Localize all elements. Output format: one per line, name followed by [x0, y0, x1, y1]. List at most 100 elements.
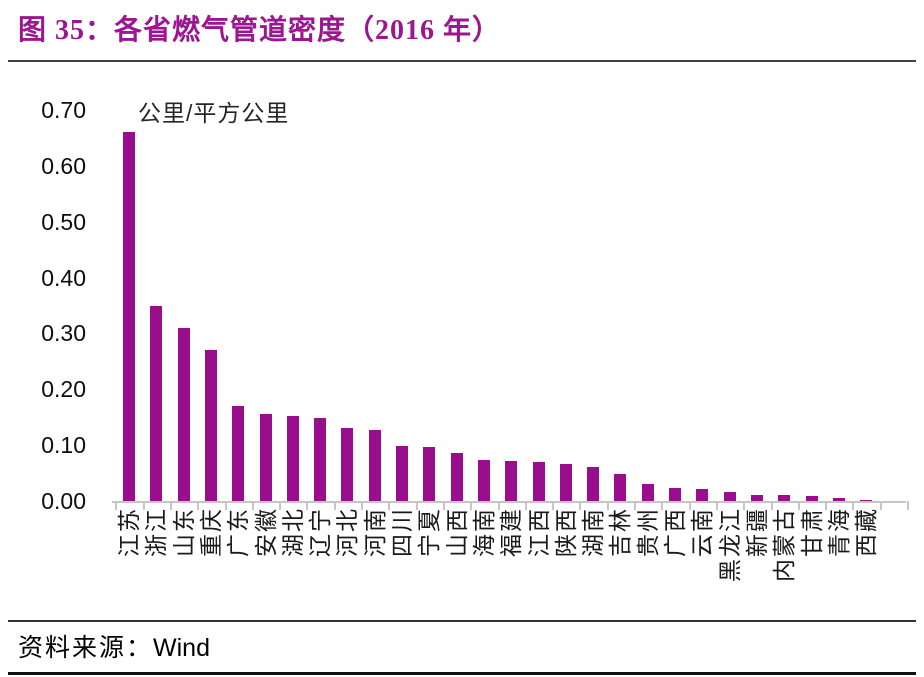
x-axis-tick: [142, 501, 145, 510]
x-axis-tick: [306, 501, 309, 510]
bar-湖南: [587, 467, 600, 501]
x-axis-label-云南: 云南: [689, 507, 716, 557]
bar-宁夏: [423, 447, 436, 501]
bar-黑龙江: [723, 492, 736, 501]
x-axis-label-青海: 青海: [825, 507, 852, 557]
bar-辽宁: [314, 418, 327, 501]
x-axis-label-江西: 江西: [525, 507, 552, 557]
x-axis-tick: [552, 501, 555, 510]
x-axis-tick: [907, 501, 910, 510]
x-axis-tick: [470, 501, 473, 510]
y-axis-tick-label: 0.50: [41, 208, 86, 235]
x-axis-label-重庆: 重庆: [197, 507, 224, 557]
x-axis-tick: [333, 501, 336, 510]
x-axis-tick: [442, 501, 445, 510]
figure-title: 图 35：各省燃气管道密度（2016 年）: [18, 15, 502, 46]
bar-吉林: [614, 474, 627, 501]
x-axis-tick: [852, 501, 855, 510]
x-axis-tick: [497, 501, 500, 510]
x-axis-tick: [115, 501, 118, 510]
x-axis-tick: [770, 501, 773, 510]
x-axis-tick: [415, 501, 418, 510]
source-note: 资料来源：Wind: [18, 628, 210, 664]
bar-广东: [232, 406, 245, 501]
x-axis-tick: [634, 501, 637, 510]
x-axis-line: [112, 501, 906, 503]
x-axis-label-江苏: 江苏: [116, 507, 142, 557]
bar-青海: [832, 498, 845, 501]
x-axis-tick: [197, 501, 200, 510]
bar-福建: [505, 461, 518, 501]
bar-甘肃: [805, 496, 818, 501]
bar-河南: [368, 430, 381, 501]
x-axis-tick: [606, 501, 609, 510]
y-axis-tick-label: 0.40: [41, 264, 86, 291]
x-axis-tick: [688, 501, 691, 510]
x-axis-label-黑龙江: 黑龙江: [716, 507, 743, 582]
x-axis-label-湖南: 湖南: [580, 507, 607, 557]
x-axis-label-河南: 河南: [361, 507, 388, 557]
bar-内蒙古: [778, 495, 791, 501]
y-axis-unit-label: 公里/平方公里: [138, 100, 290, 126]
source-value: Wind: [153, 634, 210, 662]
bar-新疆: [750, 495, 763, 501]
y-axis-tick-label: 0.00: [41, 488, 86, 514]
x-axis-label-吉林: 吉林: [607, 507, 634, 557]
x-axis-label-宁夏: 宁夏: [416, 507, 443, 557]
y-axis-tick-label: 0.10: [41, 432, 86, 459]
x-axis-label-内蒙古: 内蒙古: [771, 507, 798, 582]
source-label: 资料来源：: [18, 635, 154, 662]
x-axis-label-山西: 山西: [443, 507, 470, 557]
x-axis-label-海南: 海南: [470, 507, 497, 557]
x-axis-label-浙江: 浙江: [143, 507, 170, 557]
bar-云南: [696, 489, 709, 501]
x-axis-label-福建: 福建: [498, 507, 525, 557]
x-axis-tick: [661, 501, 664, 510]
x-axis-tick: [797, 501, 800, 510]
x-axis-tick: [251, 501, 254, 510]
x-axis-label-四川: 四川: [389, 507, 415, 557]
y-axis-tick-label: 0.70: [41, 97, 86, 123]
footer-divider: [8, 620, 916, 622]
x-axis-label-西藏: 西藏: [853, 507, 880, 557]
x-axis-tick: [825, 501, 828, 510]
bar-湖北: [286, 416, 299, 501]
bar-贵州: [641, 484, 654, 501]
x-axis-tick: [169, 501, 172, 510]
y-axis-tick-label: 0.30: [41, 320, 86, 347]
x-axis-tick: [524, 501, 527, 510]
bar-重庆: [204, 350, 217, 501]
bar-浙江: [150, 306, 163, 501]
x-axis-label-安徽: 安徽: [252, 507, 279, 557]
x-axis-label-甘肃: 甘肃: [798, 507, 825, 557]
x-axis-label-辽宁: 辽宁: [307, 507, 334, 557]
x-axis-label-贵州: 贵州: [634, 507, 661, 557]
x-axis-label-湖北: 湖北: [279, 507, 306, 557]
x-axis-tick: [743, 501, 746, 510]
x-axis-tick: [579, 501, 582, 510]
bar-chart: 公里/平方公里 0.70 0.60 0.50 0.40 0.30 0.20 0.10 0.00…: [0, 62, 924, 618]
bar-广西: [669, 488, 681, 501]
bar-山西: [450, 453, 463, 501]
bar-陕西: [559, 464, 572, 501]
title-divider: [8, 60, 916, 62]
x-axis-label-山东: 山东: [170, 507, 197, 557]
bar-安徽: [259, 414, 272, 501]
bar-四川: [396, 446, 408, 501]
bar-河北: [341, 428, 354, 501]
x-axis-tick: [279, 501, 282, 510]
page-bottom-border: [8, 672, 916, 675]
bar-江苏: [123, 132, 135, 501]
bar-海南: [477, 460, 490, 501]
bar-山东: [177, 328, 190, 501]
bar-西藏: [860, 500, 873, 501]
x-axis-tick: [879, 501, 882, 510]
x-axis-tick: [361, 501, 364, 510]
x-axis-label-河北: 河北: [334, 507, 361, 557]
y-axis-tick-label: 0.60: [41, 152, 86, 179]
y-axis-tick-label: 0.20: [41, 376, 86, 403]
bar-江西: [532, 462, 545, 501]
x-axis-tick: [388, 501, 391, 510]
x-axis-label-广西: 广西: [662, 507, 688, 557]
